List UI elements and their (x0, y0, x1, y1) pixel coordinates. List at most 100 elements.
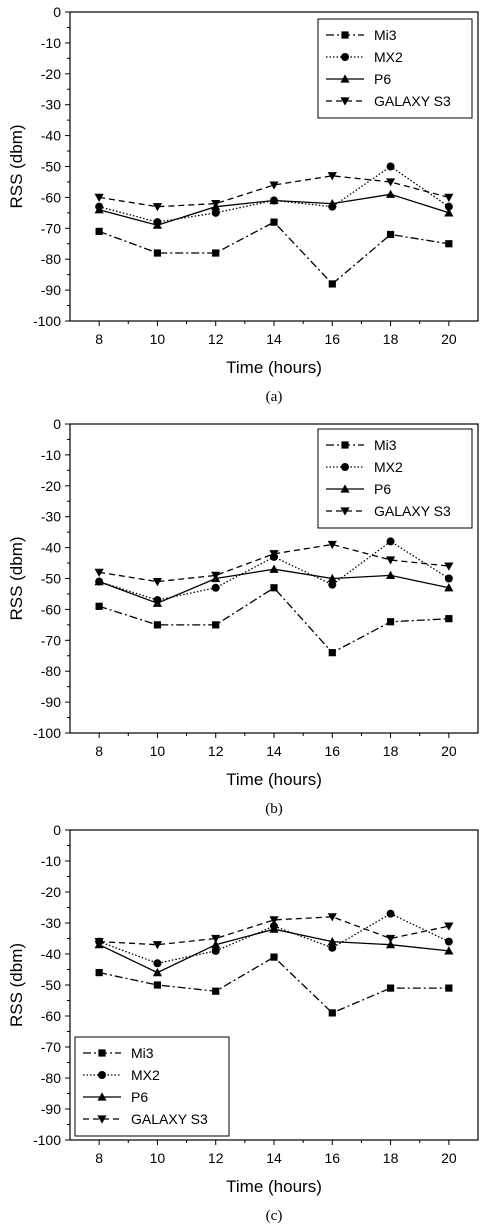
legend-marker (340, 484, 350, 493)
y-tick-label: -20 (41, 884, 61, 900)
data-point (327, 172, 337, 181)
data-point (152, 598, 163, 607)
series-mi3 (95, 218, 453, 288)
legend-label: P6 (374, 71, 391, 87)
series-galaxy-s3 (94, 913, 454, 950)
data-point (94, 938, 104, 947)
chart-panel-c: 0 -10 -20 -30 -40 -50 -60 -70 -80 -90 -100 8 10 12 14 1… (7, 822, 479, 1224)
data-point (152, 941, 163, 950)
data-point (269, 924, 279, 933)
data-point (153, 249, 162, 257)
data-point (444, 574, 453, 583)
series-line (98, 586, 449, 654)
data-point (385, 570, 396, 580)
data-point (152, 577, 163, 587)
y-axis-title: RSS (dbm) (7, 124, 26, 208)
panel-caption: (a) (266, 389, 283, 405)
data-point (386, 162, 395, 171)
x-axis-title: Time (hours) (226, 1177, 322, 1196)
legend-marker (341, 53, 349, 61)
x-tick-label: 12 (208, 331, 224, 347)
data-point (327, 913, 337, 922)
y-tick-label: -60 (41, 1008, 61, 1024)
x-axis-title: Time (hours) (226, 358, 322, 377)
y-tick-label: -70 (41, 220, 61, 236)
legend: Mi3 MX2 P6 GALAXY S3 (74, 1036, 230, 1137)
series-line (98, 956, 449, 1014)
legend-label: Mi3 (374, 437, 397, 453)
data-point (94, 205, 104, 214)
y-tick-label: -40 (41, 946, 61, 962)
y-tick-label: -90 (41, 694, 61, 710)
x-tick-label: 14 (266, 331, 282, 347)
x-tick-label: 12 (208, 743, 224, 759)
y-tick-label: -50 (41, 977, 61, 993)
y-axis-title: RSS (dbm) (7, 943, 26, 1027)
legend-label: GALAXY S3 (374, 93, 451, 109)
x-tick-label: 16 (324, 1150, 340, 1166)
data-point (386, 537, 395, 546)
y-tick-label: -40 (41, 128, 61, 144)
legend-label: Mi3 (374, 27, 397, 43)
data-point (327, 937, 337, 946)
legend-marker (340, 97, 350, 106)
data-point (386, 618, 395, 626)
data-point (328, 1009, 336, 1017)
data-point (269, 564, 279, 573)
data-point (385, 934, 396, 944)
series-p6 (94, 564, 454, 607)
data-point (270, 953, 278, 961)
data-point (153, 621, 162, 629)
series-galaxy-s3 (94, 172, 454, 212)
y-tick-label: 0 (53, 416, 61, 432)
y-tick-label: -30 (41, 915, 61, 931)
y-tick-label: -60 (41, 601, 61, 617)
data-point (211, 583, 220, 592)
x-tick-label: 10 (150, 1150, 166, 1166)
x-tick-label: 14 (266, 743, 282, 759)
series-mx2 (95, 162, 453, 227)
data-point (95, 602, 103, 610)
data-point (385, 940, 396, 949)
data-point (269, 916, 279, 925)
series-p6 (94, 924, 454, 977)
legend-label: GALAXY S3 (374, 503, 451, 519)
data-point (152, 968, 163, 977)
legend-marker (340, 74, 350, 83)
data-point (445, 984, 453, 992)
data-point (386, 984, 395, 992)
data-point (270, 218, 278, 226)
legend-label: GALAXY S3 (131, 1111, 208, 1127)
legend-marker (341, 31, 349, 39)
data-point (444, 193, 454, 202)
legend-label: MX2 (374, 49, 403, 65)
series-mi3 (95, 953, 453, 1017)
data-point (328, 649, 336, 657)
y-tick-label: -40 (41, 540, 61, 556)
data-point (328, 280, 336, 288)
data-point (385, 189, 396, 198)
series-line (98, 221, 450, 285)
data-point (269, 195, 279, 205)
legend-marker (341, 441, 349, 449)
y-tick-label: -80 (41, 1070, 61, 1086)
y-tick-label: -10 (41, 853, 61, 869)
legend-marker (98, 1049, 106, 1057)
legend: Mi3 MX2 P6 GALAXY S3 (317, 428, 473, 529)
x-tick-label: 8 (95, 331, 103, 347)
series-galaxy-s3 (94, 540, 454, 587)
data-point (153, 981, 162, 989)
x-tick-label: 12 (208, 1150, 224, 1166)
y-tick-label: -100 (33, 313, 61, 329)
data-point (211, 208, 220, 217)
series-mi3 (95, 584, 453, 657)
legend-label: P6 (131, 1089, 148, 1105)
data-point (270, 584, 278, 592)
data-point (386, 230, 395, 239)
data-point (444, 937, 453, 946)
y-tick-label: -60 (41, 189, 61, 205)
x-tick-label: 18 (383, 743, 399, 759)
data-point (94, 568, 104, 577)
y-tick-label: -70 (41, 632, 61, 648)
